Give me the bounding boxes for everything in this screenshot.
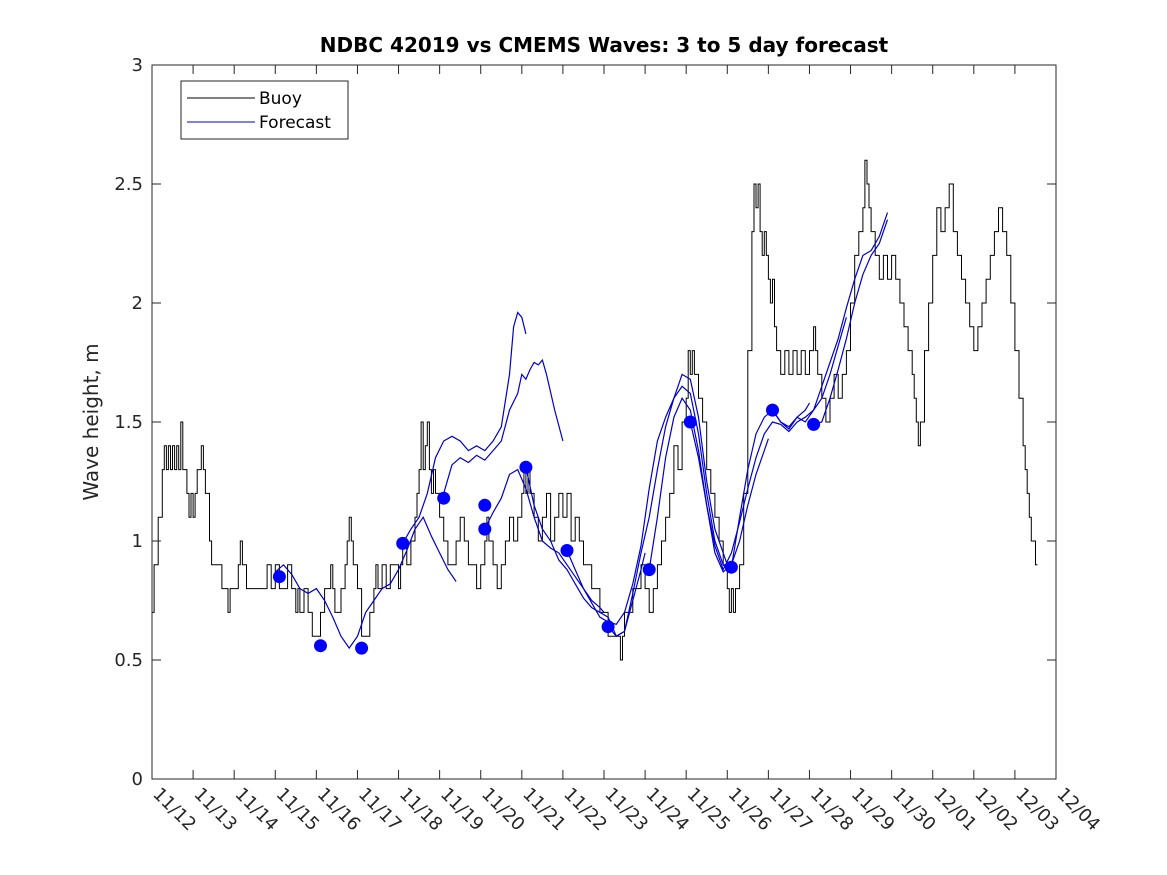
y-tick-label-5: 2.5 xyxy=(114,174,143,195)
forecast-marker-12 xyxy=(683,415,697,429)
y-tick-label-3: 1.5 xyxy=(114,412,143,433)
legend-label-buoy: Buoy xyxy=(259,89,302,109)
series-line-forecast-5 xyxy=(525,467,646,638)
y-tick-label-6: 3 xyxy=(132,55,143,76)
legend: Buoy Forecast xyxy=(180,80,349,140)
forecast-marker-1 xyxy=(272,570,286,584)
forecast-marker-8 xyxy=(519,460,533,474)
y-tick-label-0: 0 xyxy=(132,769,143,790)
plot-area xyxy=(152,159,1038,661)
y-axis-label: Wave height, m xyxy=(79,343,103,500)
forecast-marker-14 xyxy=(766,403,779,417)
series-line-forecast-9 xyxy=(689,317,847,572)
forecast-marker-7 xyxy=(478,522,492,536)
y-tick-label-1: 0.5 xyxy=(114,650,143,671)
series-line-forecast-10 xyxy=(730,212,889,568)
series-line-forecast-8 xyxy=(648,396,769,573)
chart-title: NDBC 42019 vs CMEMS Waves: 3 to 5 day fo… xyxy=(320,33,889,57)
y-tick-label-4: 2 xyxy=(132,293,143,314)
forecast-marker-13 xyxy=(724,560,738,574)
series-line-forecast-2 xyxy=(402,311,527,544)
forecast-marker-4 xyxy=(396,536,410,550)
series-line-forecast-7 xyxy=(607,373,728,637)
forecast-marker-3 xyxy=(355,641,369,655)
forecast-marker-6 xyxy=(478,498,492,512)
series-line-forecast-12 xyxy=(813,219,889,425)
series-line-buoy xyxy=(152,159,1038,661)
forecast-marker-2 xyxy=(314,639,327,653)
forecast-marker-15 xyxy=(807,417,821,431)
legend-box xyxy=(180,80,349,140)
forecast-marker-9 xyxy=(560,544,574,557)
y-tick-label-2: 1 xyxy=(132,531,143,552)
series-line-forecast-3 xyxy=(443,358,564,494)
forecast-marker-10 xyxy=(601,620,615,634)
legend-label-forecast: Forecast xyxy=(259,113,331,133)
forecast-marker-5 xyxy=(437,491,451,505)
series-line-forecast-11 xyxy=(772,402,811,428)
series-line-forecast-1 xyxy=(274,515,457,650)
forecast-marker-11 xyxy=(642,563,656,577)
series-line-forecast-6 xyxy=(566,385,728,625)
